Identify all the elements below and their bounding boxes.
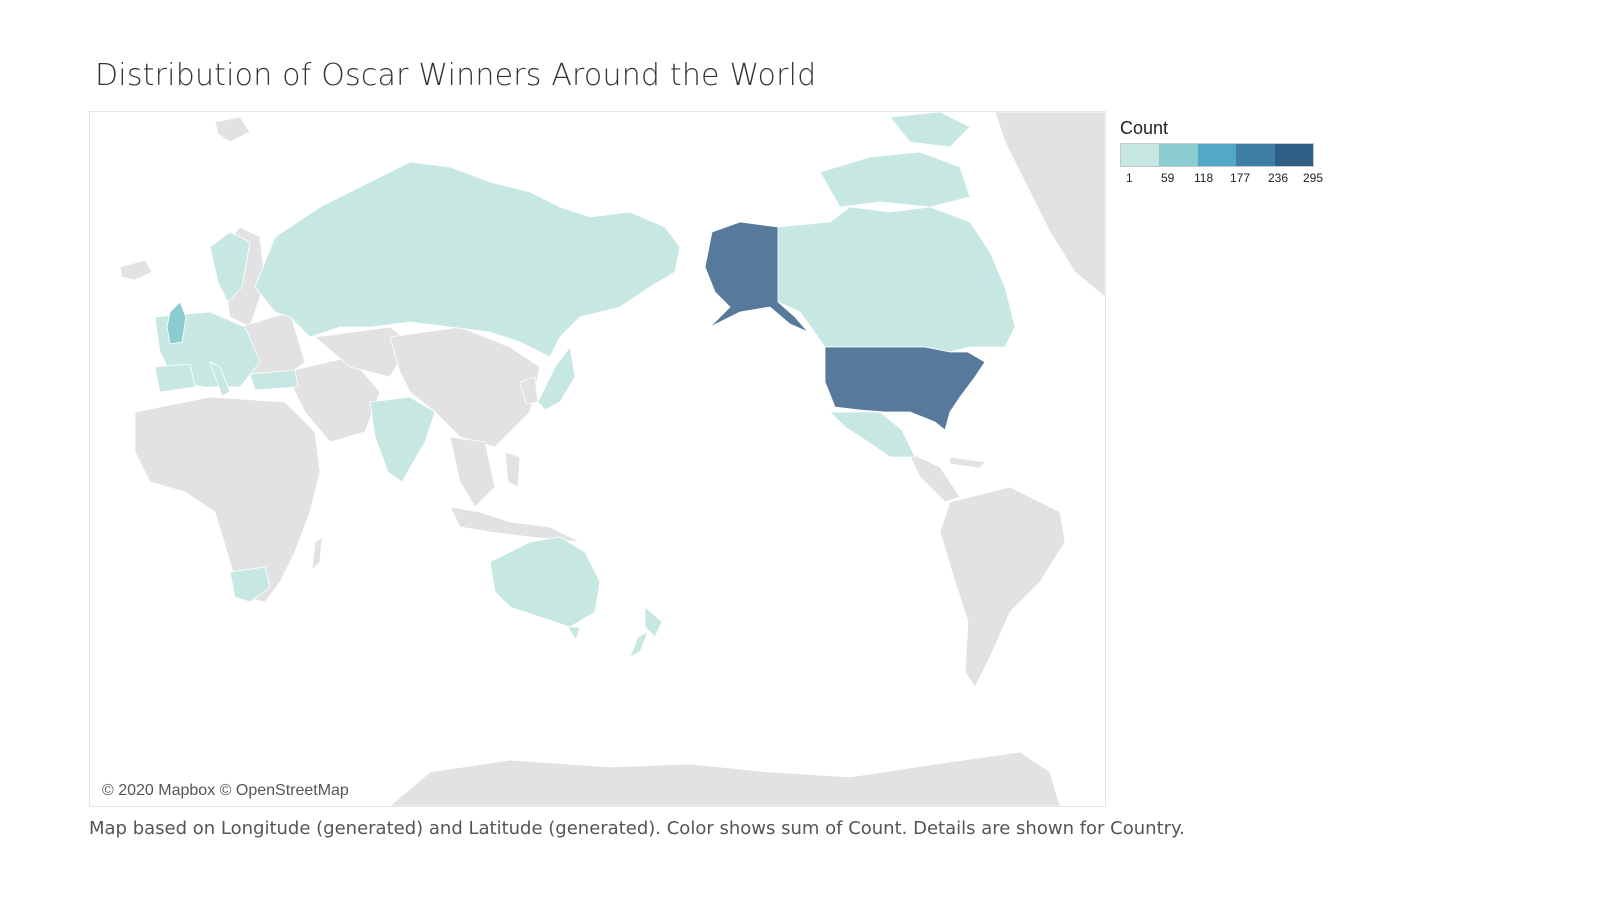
legend-tick: 236 — [1268, 171, 1289, 185]
region-new-zealand — [644, 606, 663, 638]
region-antarctica — [389, 751, 1061, 806]
region-svalbard — [214, 116, 251, 143]
map-title: Distribution of Oscar Winners Around the… — [95, 58, 817, 93]
map-attribution: © 2020 Mapbox © OpenStreetMap — [100, 782, 351, 800]
choropleth-map[interactable]: © 2020 Mapbox © OpenStreetMap — [89, 111, 1106, 807]
legend-tick: 118 — [1194, 171, 1214, 185]
legend-title: Count — [1120, 118, 1169, 138]
region-south-africa — [229, 566, 271, 603]
region-alaska — [704, 221, 809, 333]
region-iberia — [154, 363, 196, 393]
legend-swatch — [1159, 144, 1198, 166]
region-canada — [777, 206, 1016, 353]
region-turkey — [249, 369, 299, 391]
region-indonesia — [449, 506, 581, 543]
map-caption: Map based on Longitude (generated) and L… — [89, 818, 1185, 839]
legend-swatch — [1197, 144, 1237, 166]
region-new-zealand-south — [629, 631, 649, 658]
legend-tick: 59 — [1161, 171, 1175, 185]
region-scandinavia-nordics — [209, 231, 251, 303]
region-russia — [254, 161, 681, 358]
region-india — [369, 396, 436, 483]
high-count-land — [704, 221, 986, 431]
legend-ticks: 1 59 118 177 236 295 — [1120, 167, 1340, 187]
region-china — [389, 326, 541, 448]
region-iceland — [119, 259, 153, 281]
legend-swatch — [1236, 144, 1275, 166]
legend-tick: 1 — [1126, 171, 1133, 185]
color-legend[interactable]: Count 1 59 118 177 236 295 — [1120, 118, 1340, 187]
region-tasmania — [567, 626, 581, 641]
region-central-america — [907, 451, 961, 503]
region-greenland — [994, 112, 1105, 298]
region-northern-islands — [889, 112, 971, 148]
region-contiguous-us — [824, 346, 986, 431]
region-mexico — [829, 411, 916, 458]
region-africa — [134, 396, 321, 603]
legend-tick: 177 — [1230, 171, 1251, 185]
region-caribbean — [949, 456, 986, 469]
region-australia — [489, 536, 601, 628]
region-japan — [537, 346, 576, 411]
region-italy — [209, 361, 231, 397]
region-canadian-arctic-islands — [819, 151, 971, 208]
legend-tick: 295 — [1303, 171, 1324, 185]
legend-swatch — [1121, 144, 1160, 166]
region-united-kingdom — [166, 301, 187, 345]
legend-swatch — [1274, 144, 1314, 166]
legend-color-bar — [1120, 143, 1314, 167]
map-canvas[interactable] — [90, 112, 1105, 806]
region-southeast-asia — [449, 436, 496, 508]
low-count-land — [154, 112, 1016, 658]
region-philippines — [504, 451, 521, 488]
region-madagascar — [311, 536, 323, 572]
region-south-america — [939, 486, 1066, 688]
